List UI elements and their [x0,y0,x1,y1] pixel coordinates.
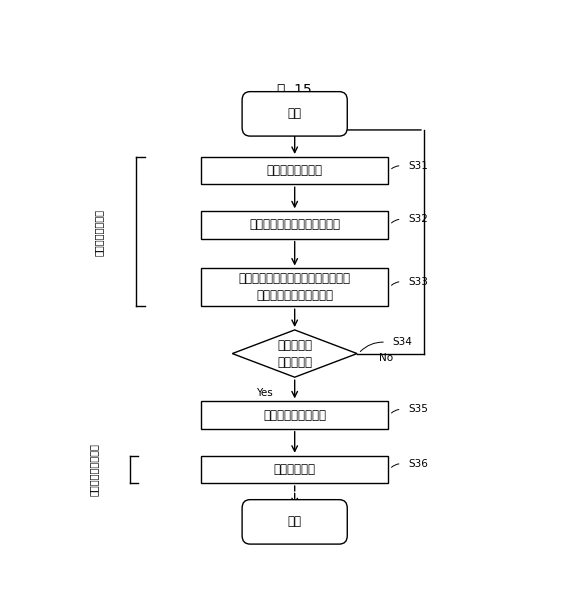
Text: 撮影要否判断部２４: 撮影要否判断部２４ [89,443,98,496]
Text: 撮影要と判断: 撮影要と判断 [274,463,316,476]
Text: S36: S36 [408,459,428,468]
Text: S32: S32 [408,214,428,224]
Text: No: No [380,353,393,363]
Text: Yes: Yes [256,388,273,398]
Text: S35: S35 [408,405,428,414]
Text: 所定の閾値
より大きい: 所定の閾値 より大きい [277,338,312,368]
FancyBboxPatch shape [242,91,347,136]
Bar [201,157,388,184]
Text: 異常発生信号を出力: 異常発生信号を出力 [263,408,326,422]
Text: 落雷の発生を検知: 落雷の発生を検知 [267,164,323,177]
Text: S31: S31 [408,161,428,171]
Bar [201,402,388,429]
Bar [201,211,388,239]
Polygon shape [232,330,357,377]
Text: ピーク電流、電荷量、比エネルギー
の何れか又は全部を計算: ピーク電流、電荷量、比エネルギー の何れか又は全部を計算 [239,273,351,302]
Text: 開始: 開始 [288,107,302,120]
Text: 落雷検出手段１２: 落雷検出手段１２ [94,209,104,255]
Text: 図  15: 図 15 [277,82,312,96]
Bar [201,456,388,483]
Text: 雷電流の瞬時値データを取得: 雷電流の瞬時値データを取得 [249,219,340,231]
FancyBboxPatch shape [242,500,347,544]
Bar [201,268,388,306]
Text: S34: S34 [393,337,413,348]
Text: S33: S33 [408,277,428,287]
Text: 終了: 終了 [288,515,302,529]
